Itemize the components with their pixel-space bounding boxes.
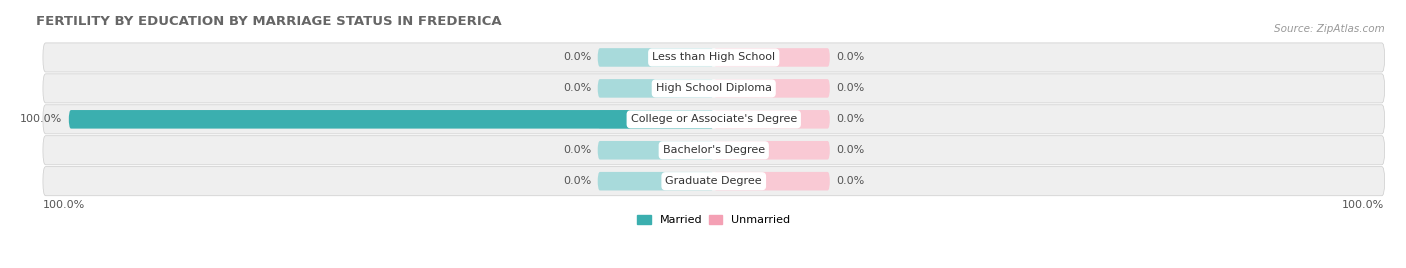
Text: 0.0%: 0.0% bbox=[562, 145, 591, 155]
Text: 100.0%: 100.0% bbox=[1343, 200, 1385, 210]
Text: Graduate Degree: Graduate Degree bbox=[665, 176, 762, 186]
FancyBboxPatch shape bbox=[44, 167, 1385, 196]
Text: 0.0%: 0.0% bbox=[562, 176, 591, 186]
Text: 0.0%: 0.0% bbox=[562, 53, 591, 62]
Text: 0.0%: 0.0% bbox=[837, 114, 865, 124]
Legend: Married, Unmarried: Married, Unmarried bbox=[633, 210, 794, 230]
Text: 100.0%: 100.0% bbox=[44, 200, 86, 210]
FancyBboxPatch shape bbox=[598, 79, 714, 98]
Text: College or Associate's Degree: College or Associate's Degree bbox=[631, 114, 797, 124]
FancyBboxPatch shape bbox=[44, 136, 1385, 165]
Text: 0.0%: 0.0% bbox=[562, 83, 591, 93]
FancyBboxPatch shape bbox=[598, 172, 714, 191]
FancyBboxPatch shape bbox=[714, 172, 830, 191]
Text: High School Diploma: High School Diploma bbox=[655, 83, 772, 93]
Text: 100.0%: 100.0% bbox=[20, 114, 62, 124]
Text: 0.0%: 0.0% bbox=[837, 53, 865, 62]
Text: FERTILITY BY EDUCATION BY MARRIAGE STATUS IN FREDERICA: FERTILITY BY EDUCATION BY MARRIAGE STATU… bbox=[37, 15, 502, 28]
Text: Bachelor's Degree: Bachelor's Degree bbox=[662, 145, 765, 155]
Text: 0.0%: 0.0% bbox=[837, 83, 865, 93]
FancyBboxPatch shape bbox=[44, 105, 1385, 134]
Text: 0.0%: 0.0% bbox=[837, 145, 865, 155]
FancyBboxPatch shape bbox=[598, 110, 714, 129]
FancyBboxPatch shape bbox=[44, 43, 1385, 72]
FancyBboxPatch shape bbox=[714, 79, 830, 98]
FancyBboxPatch shape bbox=[714, 110, 830, 129]
FancyBboxPatch shape bbox=[69, 110, 714, 129]
FancyBboxPatch shape bbox=[598, 48, 714, 67]
FancyBboxPatch shape bbox=[598, 141, 714, 159]
FancyBboxPatch shape bbox=[714, 141, 830, 159]
Text: Source: ZipAtlas.com: Source: ZipAtlas.com bbox=[1274, 24, 1385, 34]
FancyBboxPatch shape bbox=[44, 74, 1385, 103]
FancyBboxPatch shape bbox=[714, 48, 830, 67]
Text: 0.0%: 0.0% bbox=[837, 176, 865, 186]
Text: Less than High School: Less than High School bbox=[652, 53, 775, 62]
